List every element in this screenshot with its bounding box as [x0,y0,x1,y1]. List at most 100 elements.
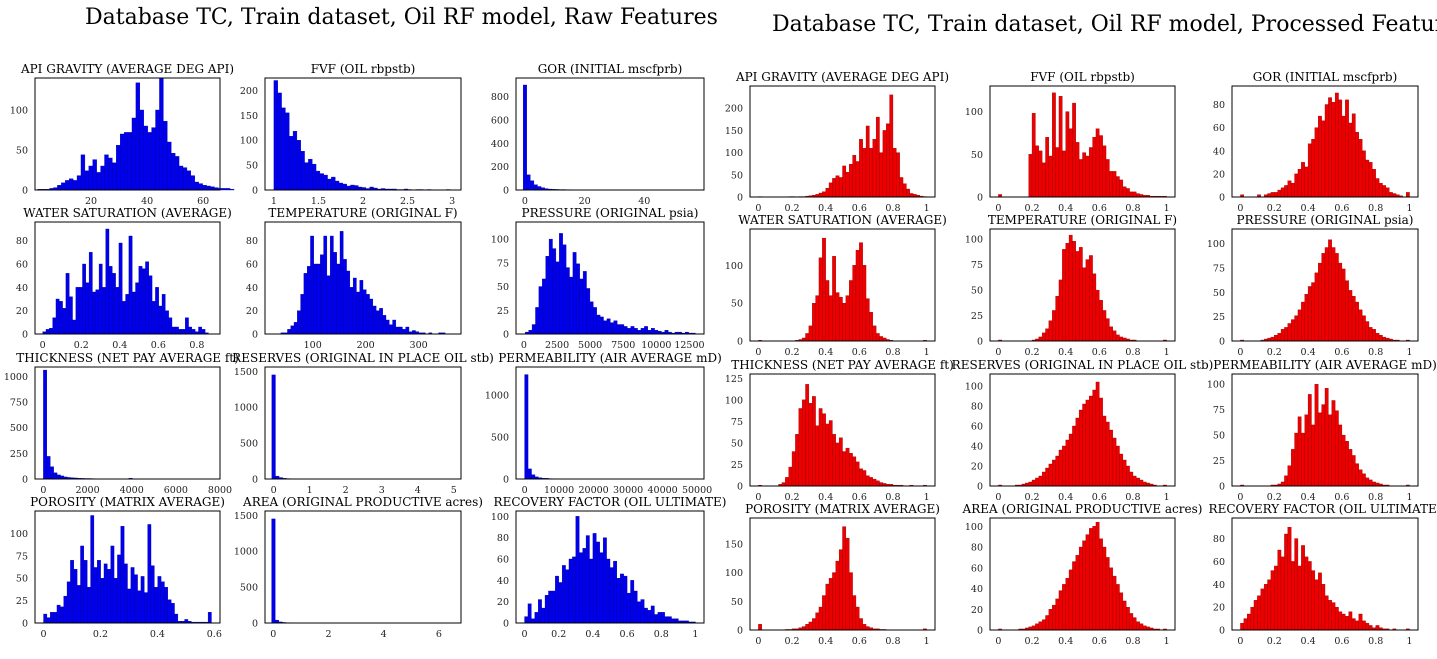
raw-features-figure-title: Database TC, Train dataset, Oil RF model… [85,5,718,30]
raw-thickness-net-pay-average-ft-title: THICKNESS (NET PAY AVERAGE ft) [16,351,239,365]
raw-water-saturation-average-bar [52,317,57,335]
raw-recovery-factor-oil-ultimate-y-tick-label: 0 [503,619,509,630]
processed-recovery-factor-oil-ultimate-bar [1304,556,1309,631]
processed-reserves-original-in-place-oil-stb-bar [1122,459,1127,487]
processed-porosity-matrix-average-bar [835,560,840,631]
raw-recovery-factor-oil-ultimate-panel: RECOVERY FACTOR (OIL ULTIMATE) 0 0.2 0.4 0.6… [491,495,727,640]
raw-fvf-oil-rbpstb-bar [331,176,336,191]
raw-fvf-oil-rbpstb-bar [327,178,332,191]
processed-water-saturation-average-bar [869,312,873,342]
processed-recovery-factor-oil-ultimate-bar [1253,600,1258,631]
processed-fvf-oil-rbpstb-bar [1055,147,1060,198]
processed-thickness-net-pay-average-ft-bar [805,384,810,487]
processed-area-original-productive-acres-bar [1035,623,1039,631]
processed-area-original-productive-acres-y-tick-label: 60 [971,563,983,574]
processed-area-original-productive-acres-title: AREA (ORIGINAL PRODUCTIVE acres) [962,502,1203,516]
raw-recovery-factor-oil-ultimate-bar [664,616,669,624]
raw-porosity-matrix-average-bar [53,612,58,624]
raw-area-original-productive-acres-y-tick-label: 500 [240,583,258,594]
raw-thickness-net-pay-average-ft-bar [46,456,51,480]
raw-temperature-original-f-title: TEMPERATURE (ORIGINAL F) [268,206,457,220]
processed-temperature-original-f-bar [1062,249,1066,342]
processed-reserves-original-in-place-oil-stb-bar [1102,415,1107,487]
raw-water-saturation-average-bar [108,266,113,335]
raw-recovery-factor-oil-ultimate-bar [544,595,549,624]
raw-area-original-productive-acres-panel: AREA (ORIGINAL PRODUCTIVE acres) 0 2 4 6 0 500… [234,495,483,640]
processed-reserves-original-in-place-oil-stb-bar [1109,429,1113,487]
raw-porosity-matrix-average-bar [123,563,128,624]
processed-recovery-factor-oil-ultimate-bar [1324,595,1329,631]
processed-pressure-original-psia-bar [1331,247,1336,342]
processed-gor-initial-mscfprb-bar [1304,166,1309,198]
raw-water-saturation-average-bar [105,228,110,335]
raw-pressure-original-psia-bar [630,326,635,335]
processed-pressure-original-psia-bar [1321,253,1326,342]
raw-recovery-factor-oil-ultimate-bar [661,612,665,624]
raw-porosity-matrix-average-bar [144,592,148,624]
processed-permeability-air-average-md-y-tick-label: 50 [1213,431,1225,442]
processed-pressure-original-psia-bar [1274,334,1278,342]
processed-water-saturation-average-x-tick-label: 0.6 [852,347,867,358]
processed-temperature-original-f-bar [1068,234,1073,342]
processed-permeability-air-average-md-bar [1362,473,1366,487]
processed-temperature-original-f-bar [1115,334,1120,342]
raw-recovery-factor-oil-ultimate-bar [630,580,635,624]
processed-recovery-factor-oil-ultimate-x-tick-label: 0.4 [1301,636,1316,647]
processed-permeability-air-average-md-bar [1287,465,1292,487]
processed-area-original-productive-acres-bar [1031,625,1036,631]
raw-temperature-original-f-bar [306,266,311,335]
processed-recovery-factor-oil-ultimate-y-tick-label: 40 [1213,580,1225,591]
processed-gor-initial-mscfprb-bar [1311,139,1316,198]
processed-permeability-air-average-md-x-tick-label: 0.4 [1301,492,1316,503]
processed-recovery-factor-oil-ultimate-bar [1375,625,1380,631]
processed-recovery-factor-oil-ultimate-bar [1368,625,1373,631]
raw-pressure-original-psia-bar [552,248,557,335]
processed-gor-initial-mscfprb-bar [1321,120,1326,198]
processed-recovery-factor-oil-ultimate-bar [1301,545,1305,631]
raw-porosity-matrix-average-bar [134,574,138,624]
raw-temperature-original-f-bar [359,280,364,335]
raw-water-saturation-average-axes-frame [34,221,221,335]
processed-recovery-factor-oil-ultimate-bar [1345,616,1349,631]
processed-area-original-productive-acres-bar [1129,613,1134,631]
raw-api-gravity-average-deg-api-bar [167,141,172,191]
processed-pressure-original-psia-panel: PRESSURE (ORIGINAL psia) 0 0.2 0.4 0.6 0.8 1 0 2… [1207,213,1419,358]
raw-porosity-matrix-average-bar [73,569,78,624]
processed-area-original-productive-acres-x-tick-label: 1 [1164,636,1170,647]
processed-area-original-productive-acres-bar [1065,577,1070,631]
processed-area-original-productive-acres-y-tick-label: 80 [971,543,983,554]
raw-water-saturation-average-bar [102,287,106,335]
raw-water-saturation-average-bar [151,301,156,335]
raw-temperature-original-f-x-tick-label: 300 [410,340,428,351]
raw-fvf-oil-rbpstb-bar [346,185,351,191]
raw-api-gravity-average-deg-api-bar [229,189,235,191]
processed-api-gravity-average-deg-api-y-tick-label: 50 [731,170,743,181]
raw-api-gravity-average-deg-api-bar [127,132,133,191]
raw-area-original-productive-acres-bar [271,518,276,624]
processed-api-gravity-average-deg-api-y-tick-label: 200 [725,104,743,115]
raw-recovery-factor-oil-ultimate-bar [592,533,597,624]
processed-fvf-oil-rbpstb-bar [1072,102,1076,198]
processed-api-gravity-average-deg-api-y-tick-label: 0 [737,193,743,204]
raw-permeability-air-average-md-x-tick-label: 30000 [613,485,643,496]
processed-fvf-oil-rbpstb-bar [1092,137,1097,198]
processed-water-saturation-average-title: WATER SATURATION (AVERAGE) [738,213,947,227]
raw-recovery-factor-oil-ultimate-bar [589,558,594,624]
raw-recovery-factor-oil-ultimate-bar [599,552,604,624]
processed-area-original-productive-acres-bar [1136,621,1140,631]
processed-reserves-original-in-place-oil-stb-bar [1038,475,1043,487]
processed-gor-initial-mscfprb-bar [1405,192,1410,198]
raw-permeability-air-average-md-bar [527,468,532,480]
processed-temperature-original-f-bar [1065,243,1070,342]
processed-recovery-factor-oil-ultimate-axes-frame [1231,517,1419,631]
processed-gor-initial-mscfprb-x-tick-label: 0.2 [1267,203,1282,214]
processed-reserves-original-in-place-oil-stb-y-tick-label: 60 [971,422,983,433]
processed-reserves-original-in-place-oil-stb-bar [1048,463,1053,487]
raw-temperature-original-f-bar [336,263,341,335]
raw-water-saturation-average-panel: WATER SATURATION (AVERAGE) 0 0.2 0.4 0.6 0.8 0… [16,206,232,351]
processed-gor-initial-mscfprb-bar [1355,132,1359,198]
raw-pressure-original-psia-bar [664,330,669,335]
processed-api-gravity-average-deg-api-bar [845,171,850,198]
raw-porosity-matrix-average-bar [93,567,98,624]
processed-water-saturation-average-bar [828,295,833,342]
